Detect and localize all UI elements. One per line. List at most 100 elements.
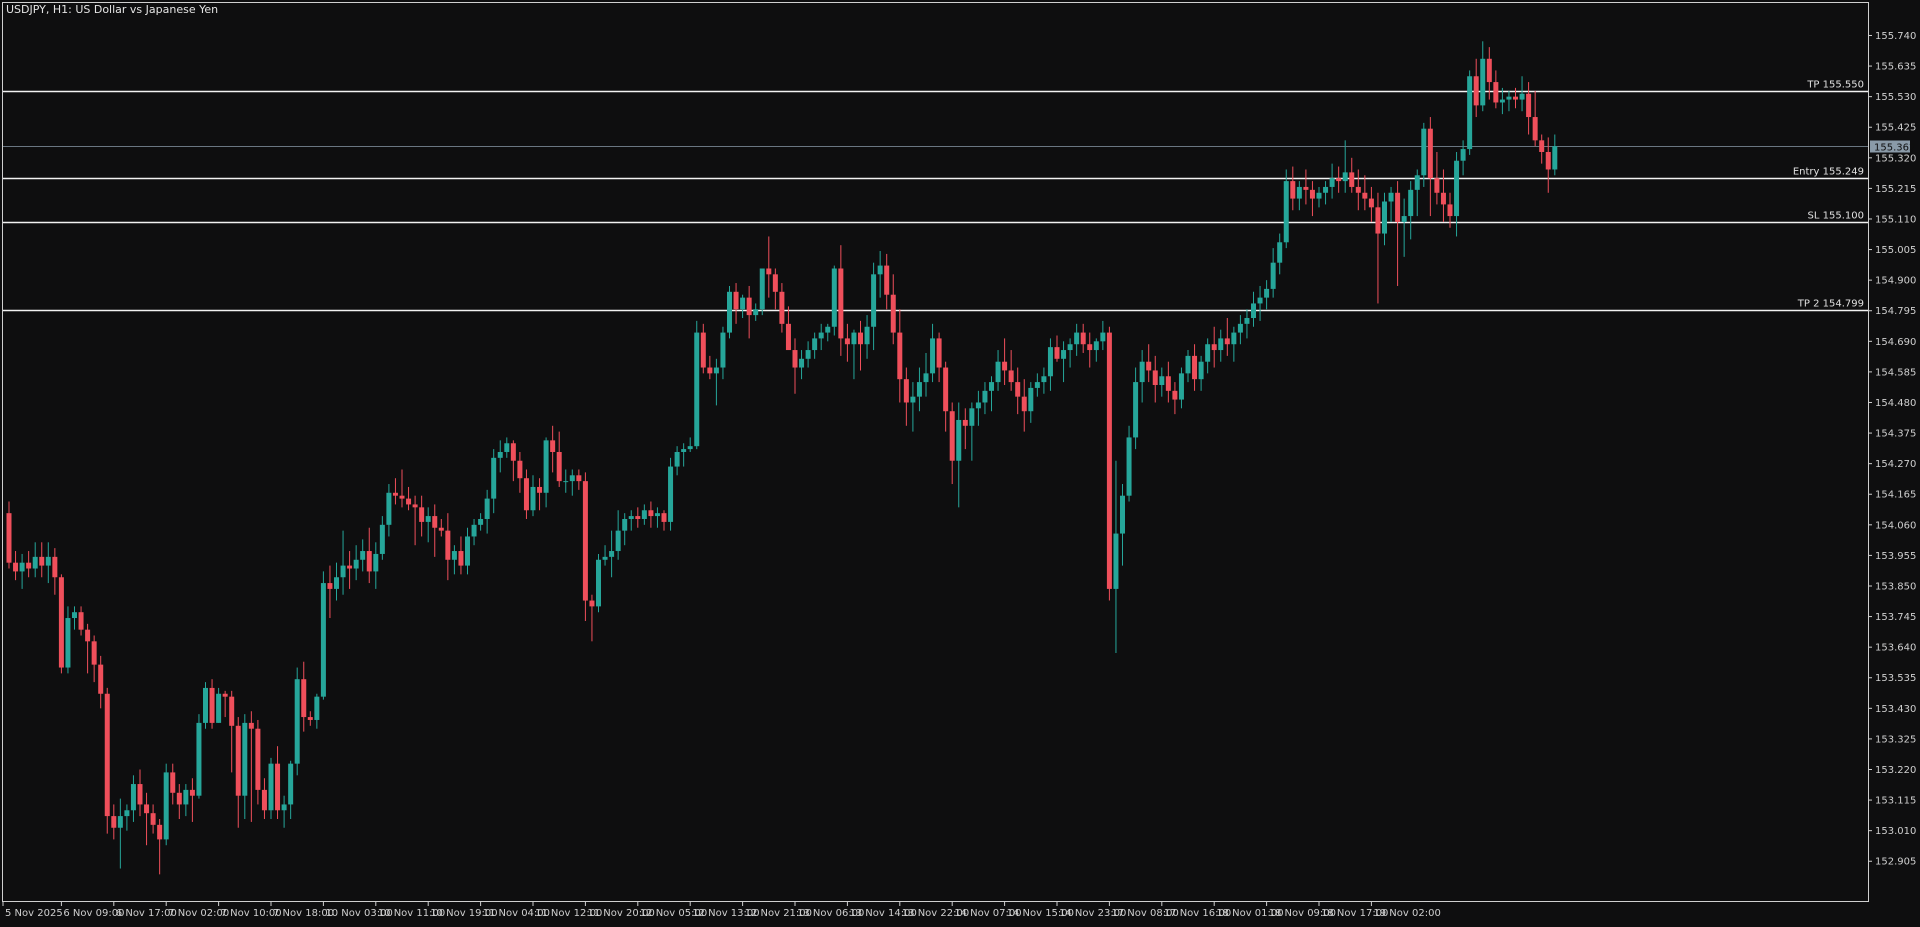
candle-91	[602, 545, 608, 566]
candle-43	[288, 760, 294, 820]
candle-body-204	[1342, 172, 1348, 182]
candle-134	[884, 253, 890, 310]
candle-body-104	[687, 446, 693, 450]
candle-body-93	[615, 530, 621, 552]
candle-119	[785, 306, 791, 351]
candle-61	[406, 486, 412, 511]
candle-body-14	[98, 664, 104, 694]
candle-225	[1480, 41, 1486, 112]
price-tick-label-14: 154.270	[1875, 459, 1916, 470]
candle-98	[648, 501, 654, 528]
candle-body-92	[609, 551, 615, 557]
candle-body-214	[1408, 189, 1414, 217]
candle-body-109	[720, 332, 726, 368]
candle-148	[975, 390, 981, 426]
candle-166	[1093, 338, 1099, 362]
candle-body-161	[1061, 350, 1067, 359]
candle-76	[504, 437, 510, 458]
candle-body-69	[458, 551, 464, 566]
candle-body-25	[170, 772, 176, 793]
time-tick-label-7: 10 Nov 11:00	[378, 908, 445, 919]
candle-31	[209, 679, 215, 729]
time-tick-label-17: 13 Nov 22:00	[902, 908, 969, 919]
candle-222	[1460, 140, 1466, 176]
candle-188	[1237, 315, 1243, 345]
candle-body-27	[183, 789, 189, 805]
candle-body-183	[1205, 344, 1211, 362]
candle-body-120	[792, 350, 798, 368]
candle-body-150	[989, 382, 994, 391]
price-tick-label-5: 155.215	[1875, 184, 1916, 195]
candle-body-24	[163, 772, 169, 840]
candle-211	[1388, 186, 1394, 222]
candle-body-226	[1486, 58, 1492, 83]
candle-body-115	[759, 268, 765, 310]
candle-body-218	[1434, 178, 1440, 193]
candle-216	[1421, 122, 1427, 187]
candle-body-212	[1395, 192, 1401, 222]
candle-body-40	[268, 763, 274, 811]
candle-230	[1513, 87, 1518, 109]
candle-body-97	[641, 510, 647, 519]
candle-117	[772, 268, 778, 310]
candle-48	[320, 571, 326, 700]
candle-body-76	[504, 443, 510, 452]
candle-body-55	[366, 551, 372, 572]
candle-body-154	[1015, 382, 1021, 397]
candle-187	[1231, 326, 1237, 362]
candle-body-163	[1074, 332, 1080, 345]
candle-179	[1178, 367, 1184, 409]
candle-135	[890, 274, 896, 345]
candle-60	[399, 469, 405, 508]
time-axis[interactable]: 5 Nov 2025 6 Nov 09:006 Nov 17:007 Nov 02…	[2, 902, 1441, 919]
candle-body-184	[1211, 344, 1217, 351]
candle-100	[661, 510, 667, 531]
candle-body-200	[1316, 192, 1322, 199]
candle-body-221	[1454, 160, 1460, 217]
candle-body-78	[517, 460, 523, 479]
candle-81	[537, 478, 543, 511]
candle-body-33	[222, 693, 228, 697]
candle-58	[386, 484, 392, 537]
candle-167	[1100, 320, 1106, 351]
candle-181	[1192, 344, 1198, 391]
time-tick-label-13: 12 Nov 13:00	[692, 908, 759, 919]
candle-body-220	[1447, 204, 1453, 217]
candle-109	[720, 326, 726, 380]
candle-229	[1506, 90, 1512, 112]
time-tick-label-24: 18 Nov 09:00	[1269, 908, 1336, 919]
candle-144	[949, 402, 955, 485]
candle-22	[150, 804, 156, 834]
time-tick-label-12: 12 Nov 05:00	[640, 908, 707, 919]
candle-body-162	[1067, 344, 1073, 351]
price-axis[interactable]: 155.740 155.635 155.530 155.425 155.320 155.2…	[1868, 31, 1916, 868]
candle-body-216	[1421, 128, 1427, 176]
price-tick-label-4: 155.320	[1875, 153, 1916, 164]
candle-178	[1172, 382, 1178, 415]
candle-189	[1244, 309, 1250, 339]
candle-96	[635, 507, 641, 528]
candle-208	[1368, 186, 1374, 222]
candle-34	[229, 690, 235, 773]
candle-body-151	[995, 361, 1001, 383]
candle-77	[510, 440, 516, 482]
time-tick-label-1: 6 Nov 09:00	[63, 908, 124, 919]
candle-body-133	[877, 265, 883, 275]
candle-180	[1185, 350, 1191, 383]
time-tick-label-0: 5 Nov 2025	[5, 908, 63, 919]
candle-0	[6, 501, 12, 569]
candle-203	[1336, 166, 1342, 193]
candle-130	[858, 320, 863, 371]
candle-body-182	[1198, 361, 1204, 380]
candle-body-232	[1526, 93, 1532, 118]
candle-body-28	[189, 789, 195, 796]
candle-body-86	[569, 475, 575, 482]
candle-body-9	[65, 618, 71, 668]
candle-body-36	[242, 722, 248, 796]
time-tick-label-5: 7 Nov 18:00	[273, 908, 334, 919]
candle-155	[1021, 379, 1027, 432]
candle-body-227	[1493, 82, 1499, 103]
candle-body-157	[1034, 382, 1040, 388]
